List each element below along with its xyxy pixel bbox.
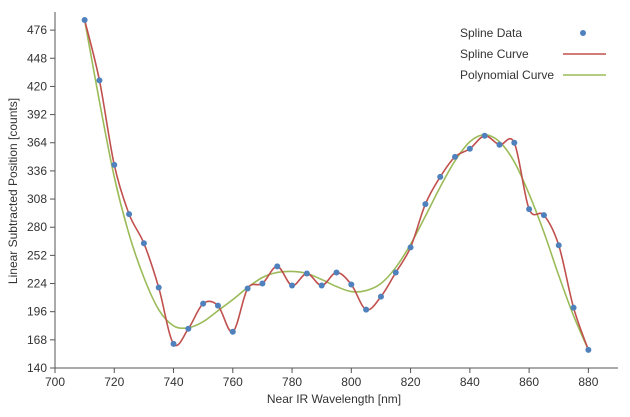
data-point [511,139,518,146]
points-layer [81,17,592,353]
data-point [407,244,414,251]
data-point [140,240,147,247]
data-point [111,161,118,168]
x-tick-label: 880 [578,375,598,389]
y-tick-label: 364 [27,136,47,150]
y-tick-label: 252 [27,248,47,262]
x-tick-label: 720 [104,375,124,389]
data-point [96,77,103,84]
y-tick-label: 308 [27,192,47,206]
x-tick-label: 700 [45,375,65,389]
y-tick-label: 168 [27,333,47,347]
data-point [481,132,488,139]
data-point [155,284,162,291]
data-point [259,280,266,287]
x-tick-label: 820 [401,375,421,389]
x-axis-label: Near IR Wavelength [nm] [267,392,401,406]
data-point [318,282,325,289]
data-point [437,173,444,180]
data-point [466,145,473,152]
data-point [289,282,296,289]
data-point [214,302,221,309]
y-tick-label: 336 [27,164,47,178]
data-point [126,211,133,218]
data-point [555,242,562,249]
legend-label: Spline Data [460,26,522,40]
y-axis: 140 168 196 224 252 280 308 336 364 392 420 448 476 [27,23,55,375]
data-point [303,270,310,277]
x-tick-label: 800 [341,375,361,389]
data-point [348,281,355,288]
data-point [526,206,533,213]
x-tick-label: 760 [223,375,243,389]
data-point [229,328,236,335]
x-tick-label: 740 [164,375,184,389]
data-point [81,17,88,24]
data-point [200,300,207,307]
legend: Spline Data Spline Curve Polynomial Curve [460,26,606,82]
data-point [496,141,503,148]
y-axis-label: Linear Subtracted Position [counts] [6,98,20,284]
y-tick-label: 420 [27,79,47,93]
data-point [422,201,429,208]
data-point [244,285,251,292]
data-point [185,325,192,332]
data-point [540,212,547,219]
legend-label: Polynomial Curve [460,68,554,82]
data-point [170,340,177,347]
data-point [392,269,399,276]
plot-area [54,12,618,369]
data-point [274,263,281,270]
data-point [333,269,340,276]
data-point [585,346,592,353]
polynomial-curve-line [83,19,590,351]
data-point [363,306,370,313]
x-tick-label: 860 [519,375,539,389]
x-tick-label: 780 [282,375,302,389]
y-tick-label: 392 [27,108,47,122]
y-tick-label: 224 [27,277,47,291]
legend-marker [580,30,586,36]
y-tick-label: 196 [27,305,47,319]
x-axis: 700 720 740 760 780 800 820 840 860 880 [45,368,599,389]
y-tick-label: 448 [27,51,47,65]
data-point [377,293,384,300]
y-tick-label: 140 [27,361,47,375]
data-point [452,153,459,160]
data-point [570,304,577,311]
y-tick-label: 280 [27,220,47,234]
legend-label: Spline Curve [460,47,529,61]
y-tick-label: 476 [27,23,47,37]
x-tick-label: 840 [460,375,480,389]
